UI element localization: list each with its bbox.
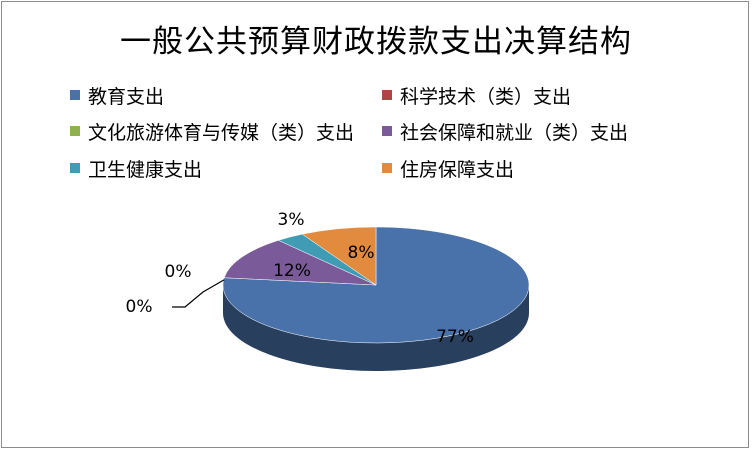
legend-label: 住房保障支出 [400, 158, 515, 181]
legend-item: 教育支出 [70, 82, 164, 108]
legend-item: 科学技术（类）支出 [382, 82, 571, 108]
legend-item: 卫生健康支出 [70, 155, 202, 181]
legend-label: 科学技术（类）支出 [400, 85, 572, 108]
legend-label: 文化旅游体育与传媒（类）支出 [88, 121, 355, 144]
legend-item: 住房保障支出 [382, 155, 514, 181]
legend-label: 卫生健康支出 [88, 158, 203, 181]
legend-swatch [382, 126, 392, 136]
data-label: 77% [436, 327, 474, 347]
legend-swatch [70, 163, 80, 173]
chart-title: 一般公共预算财政拨款支出决算结构 [120, 24, 632, 60]
data-label: 0% [165, 262, 192, 282]
data-label: 12% [273, 261, 311, 281]
data-label: 8% [348, 243, 375, 263]
legend-swatch [382, 90, 392, 100]
leader-line [172, 279, 225, 308]
data-label: 0% [126, 297, 153, 317]
pie-slice-side [223, 285, 529, 371]
pie-slice [223, 240, 377, 286]
legend-swatch [70, 90, 80, 100]
legend-item: 文化旅游体育与传媒（类）支出 [70, 118, 354, 144]
data-label: 3% [278, 210, 305, 230]
legend-swatch [382, 163, 392, 173]
legend-item: 社会保障和就业（类）支出 [382, 118, 628, 144]
legend-label: 教育支出 [88, 85, 165, 108]
legend-label: 社会保障和就业（类）支出 [400, 121, 629, 144]
legend-swatch [70, 126, 80, 136]
pie-slice [222, 226, 530, 344]
pie-slice [301, 226, 377, 286]
